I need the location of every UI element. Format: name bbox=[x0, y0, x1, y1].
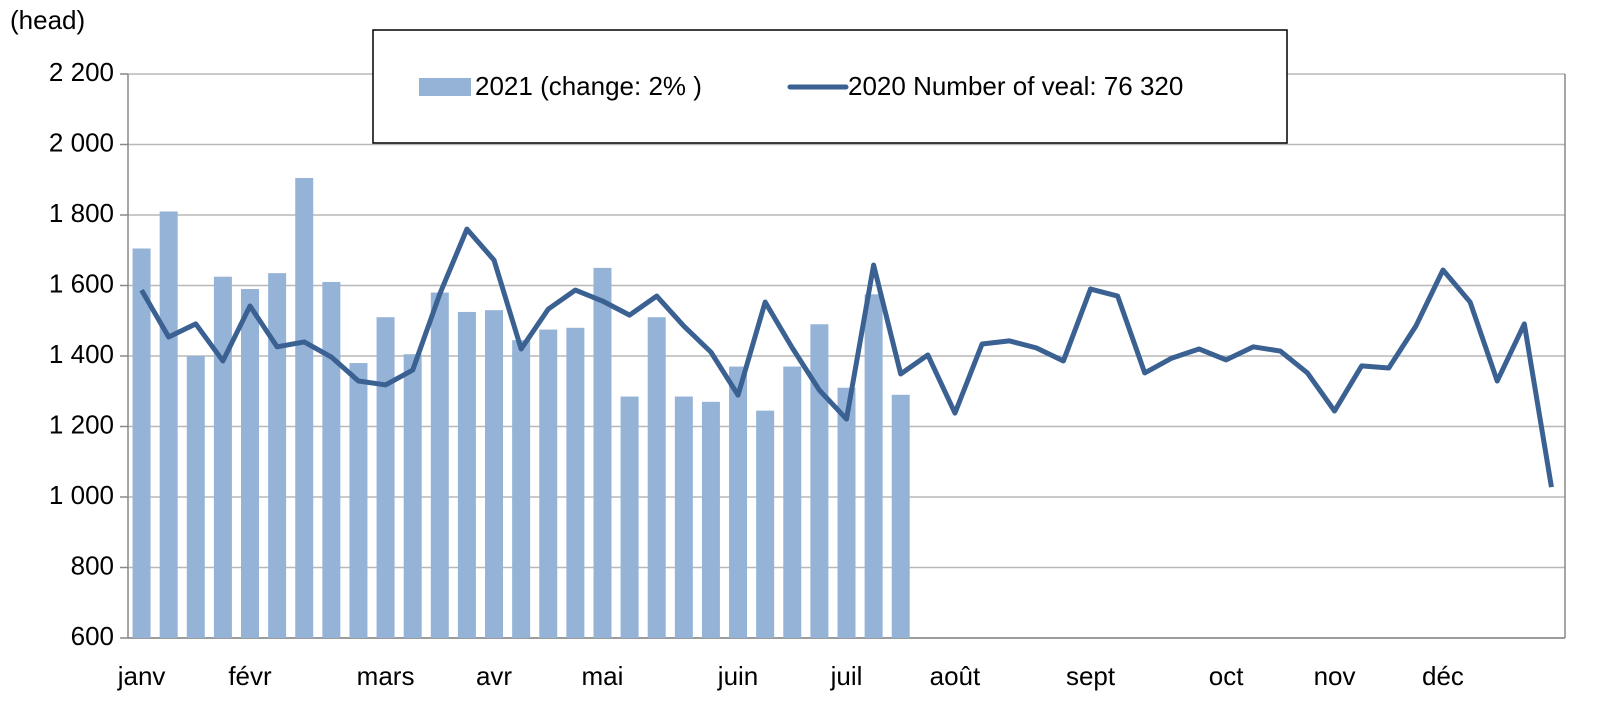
bar bbox=[701, 401, 720, 638]
bar bbox=[457, 311, 476, 638]
legend-label: 2020 Number of veal: 76 320 bbox=[848, 71, 1183, 101]
y-axis-label: (head) bbox=[10, 5, 85, 35]
y-tick-label: 800 bbox=[71, 550, 114, 580]
x-tick-label: févr bbox=[228, 661, 272, 691]
y-tick-label: 1 400 bbox=[49, 339, 114, 369]
bar bbox=[566, 327, 585, 638]
bar bbox=[295, 177, 314, 639]
bar bbox=[756, 410, 775, 638]
y-tick-label: 1 000 bbox=[49, 480, 114, 510]
bar bbox=[403, 354, 422, 638]
bar bbox=[891, 394, 910, 638]
x-tick-label: janv bbox=[117, 661, 166, 691]
bar bbox=[159, 211, 178, 638]
bar bbox=[376, 317, 395, 638]
bar bbox=[268, 273, 287, 638]
x-tick-label: sept bbox=[1066, 661, 1116, 691]
bar bbox=[430, 292, 449, 638]
bar bbox=[647, 317, 666, 638]
bar bbox=[810, 324, 829, 638]
bar bbox=[213, 276, 232, 638]
bar bbox=[674, 396, 693, 638]
bar bbox=[539, 329, 558, 638]
x-tick-label: avr bbox=[476, 661, 512, 691]
line bbox=[139, 226, 1554, 488]
bar bbox=[241, 289, 260, 638]
bar bbox=[783, 366, 802, 638]
y-tick-label: 1 600 bbox=[49, 268, 114, 298]
x-tick-label: mai bbox=[582, 661, 624, 691]
x-tick-label: déc bbox=[1422, 661, 1464, 691]
x-tick-label: juin bbox=[717, 661, 758, 691]
legend-label: 2021 (change: 2% ) bbox=[475, 71, 702, 101]
x-tick-label: mars bbox=[357, 661, 415, 691]
bar bbox=[349, 363, 368, 638]
x-tick-label: oct bbox=[1209, 661, 1244, 691]
y-tick-label: 1 800 bbox=[49, 198, 114, 228]
y-tick-label: 600 bbox=[71, 621, 114, 651]
x-tick-label: juil bbox=[830, 661, 863, 691]
bar bbox=[485, 310, 504, 638]
bar bbox=[322, 281, 341, 638]
x-tick-label: août bbox=[930, 661, 981, 691]
legend-swatch bbox=[419, 78, 471, 96]
y-tick-label: 2 000 bbox=[49, 127, 114, 157]
bar bbox=[620, 396, 639, 638]
x-tick-label: nov bbox=[1314, 661, 1356, 691]
bar bbox=[132, 248, 151, 639]
bar bbox=[837, 387, 856, 638]
bar bbox=[512, 340, 531, 638]
bar bbox=[729, 366, 748, 638]
bar bbox=[593, 267, 612, 638]
y-tick-label: 2 200 bbox=[49, 57, 114, 87]
y-tick-label: 1 200 bbox=[49, 409, 114, 439]
bar bbox=[186, 356, 205, 638]
bar bbox=[864, 294, 883, 638]
